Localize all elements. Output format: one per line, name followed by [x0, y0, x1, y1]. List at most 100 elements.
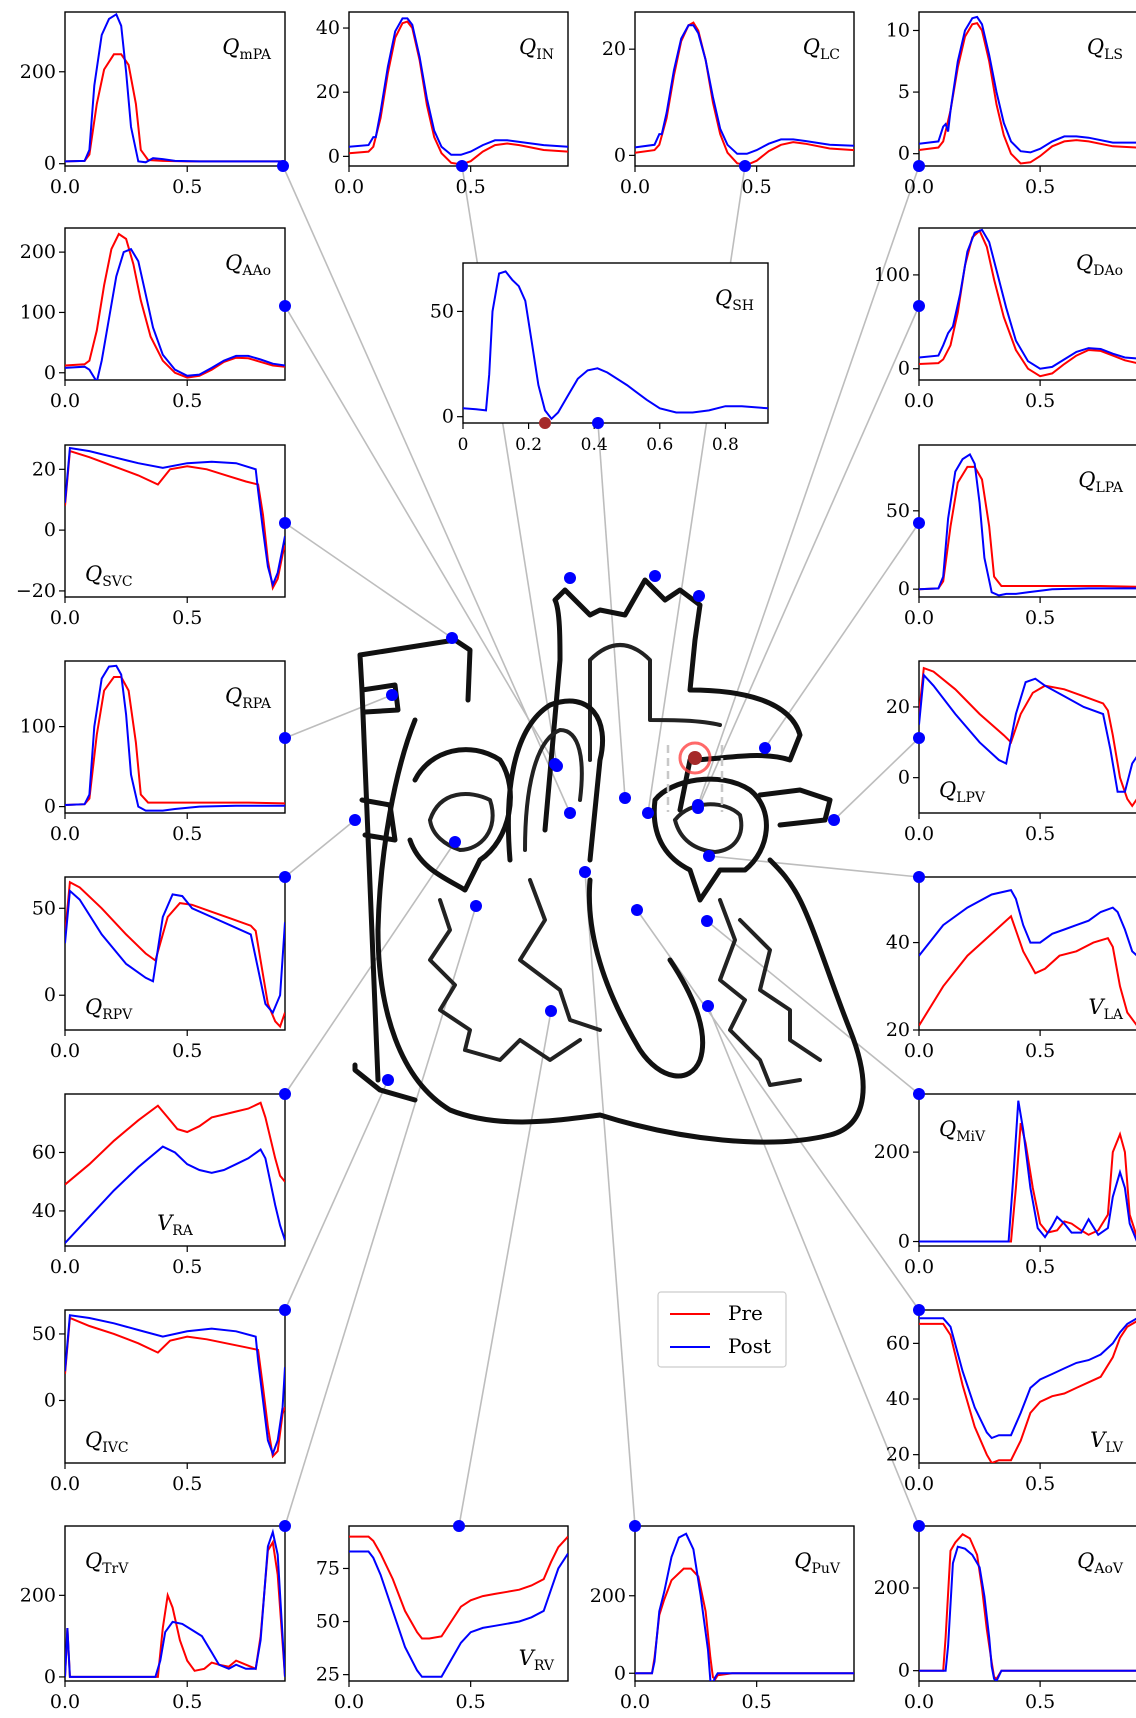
right-pulmonary-vein — [359, 797, 398, 843]
panel-marker-dot — [279, 517, 291, 529]
septum — [586, 877, 706, 1079]
x-tick-label: 0.5 — [172, 1040, 202, 1062]
chart-panel-QSVC: 0.0 0.5 −20 0 20 QSVC — [16, 444, 291, 629]
series-line-pre — [65, 1101, 285, 1186]
series-line-pre — [65, 232, 285, 379]
x-tick-label: 0.0 — [50, 1691, 80, 1713]
panel-label-base: Q — [803, 35, 820, 59]
panel-label: QLS — [1087, 35, 1123, 63]
x-tick-label: 0.0 — [904, 390, 934, 412]
panel-label-base: Q — [85, 995, 102, 1019]
y-tick-label: 20 — [886, 696, 910, 718]
series-line-post — [919, 1317, 1136, 1440]
panel-label: QIVC — [85, 1428, 129, 1456]
x-tick-label: 0.0 — [620, 176, 650, 198]
chart-panel-VLV: 0.0 0.5 20 40 60 VLV — [886, 1304, 1136, 1495]
x-tick-label: 0.8 — [712, 435, 739, 455]
series-line-post — [919, 672, 1136, 793]
x-tick-label: 0 — [458, 435, 469, 455]
y-tick-label: 40 — [316, 17, 340, 39]
chart-panel-QmPA: 0.0 0.5 0 200 QmPA — [20, 11, 289, 198]
x-tick-label: 0.0 — [50, 1256, 80, 1278]
series-line-pre — [919, 1122, 1136, 1243]
panel-marker-dot — [913, 517, 925, 529]
right-atrium-inner — [428, 792, 495, 852]
series-line-pre — [919, 465, 1136, 591]
shunt-box — [666, 745, 724, 812]
panel-label-base: V — [519, 1646, 536, 1670]
panel-label-base: Q — [225, 251, 242, 275]
panel-marker-dot — [913, 160, 925, 172]
panel-marker-dot — [739, 160, 751, 172]
panel-label-sub: LPA — [1095, 480, 1123, 496]
y-tick-label: 50 — [430, 300, 454, 322]
heart-marker-QAAo — [549, 758, 561, 770]
plot-frame — [64, 876, 286, 1031]
panel-label: QRPA — [225, 684, 272, 712]
series-line-post — [919, 1545, 1136, 1681]
panel-label: QLPV — [939, 778, 986, 806]
panel-label-base: Q — [939, 778, 956, 802]
x-tick-label: 0.5 — [1025, 176, 1055, 198]
x-tick-label: 0.5 — [1025, 1040, 1055, 1062]
series-line-pre — [349, 20, 568, 166]
series-line-pre — [349, 1535, 568, 1640]
plot-frame — [918, 660, 1136, 814]
y-tick-label: 10 — [886, 19, 910, 41]
y-tick-label: 40 — [32, 1200, 56, 1222]
panel-label: VRA — [157, 1211, 194, 1239]
series-line-post — [65, 12, 285, 164]
plot-frame — [634, 1525, 855, 1682]
chart-panel-QMiV: 0.0 0.5 0 200 QMiV — [874, 1088, 1136, 1278]
panel-label-base: Q — [715, 286, 732, 310]
series-line-post — [919, 452, 1136, 597]
series-line-post — [919, 15, 1136, 154]
panel-label-base: Q — [225, 684, 242, 708]
connector-QmPA — [282, 165, 571, 814]
panel-marker-dot — [913, 1520, 925, 1532]
heart-marker-QTrV — [470, 900, 482, 912]
right-ventricle-papillary — [518, 878, 602, 1032]
panel-label-sub: IVC — [102, 1440, 128, 1456]
heart-marker-VRA — [449, 836, 461, 848]
x-tick-label: 0.5 — [742, 176, 772, 198]
chart-panel-QIN: 0.0 0.5 0 20 40 QIN — [316, 11, 569, 198]
y-tick-label: 60 — [32, 1141, 56, 1163]
series-line-post — [635, 24, 854, 155]
panel-label: VRV — [519, 1646, 555, 1674]
chart-panel-VRV: 0.0 0.5 25 50 75 VRV — [316, 1520, 569, 1713]
x-tick-label: 0.0 — [50, 1473, 80, 1495]
right-ventricle-wall — [428, 898, 582, 1062]
shunt-marker — [688, 751, 702, 765]
panel-label: QRPV — [85, 995, 133, 1023]
panel-label-sub: DAo — [1093, 263, 1123, 279]
y-tick-label: 200 — [20, 61, 56, 83]
plot-frame — [918, 1525, 1136, 1682]
x-tick-label: 0.5 — [1025, 1473, 1055, 1495]
series-line-post — [635, 1532, 854, 1681]
connector-QRPA — [284, 694, 393, 739]
plot-frame — [64, 660, 286, 814]
panel-label-base: Q — [1077, 1549, 1094, 1573]
panel-label-sub: LV — [1105, 1440, 1124, 1456]
y-tick-label: 200 — [20, 241, 56, 263]
y-tick-label: 100 — [20, 301, 56, 323]
plot-frame — [64, 1525, 286, 1682]
panel-label: QAoV — [1077, 1549, 1124, 1577]
y-tick-label: 0 — [898, 1660, 910, 1682]
x-tick-label: 0.4 — [581, 435, 608, 455]
y-tick-label: 5 — [898, 81, 910, 103]
y-tick-label: 100 — [874, 264, 910, 286]
location-markers — [349, 570, 840, 1086]
panel-marker-dot — [913, 732, 925, 744]
panel-marker-dot — [279, 732, 291, 744]
panel-label: QAAo — [225, 251, 271, 279]
plot-frame — [918, 1309, 1136, 1464]
heart-diagram — [352, 577, 866, 1145]
aortic-arch — [542, 577, 803, 833]
connector-QAAo — [284, 305, 556, 765]
series-line-pre — [65, 880, 285, 1029]
connector-VRV — [458, 1010, 552, 1527]
heart-outline — [375, 717, 866, 1145]
